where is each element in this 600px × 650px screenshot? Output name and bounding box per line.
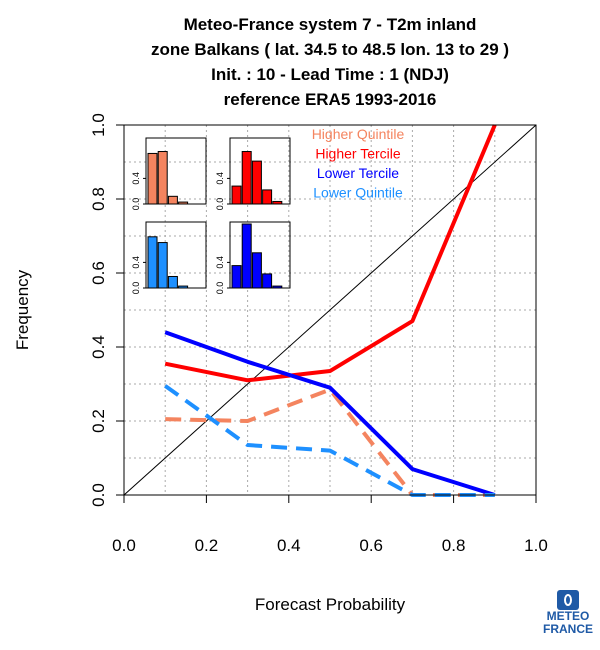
title-line-2: zone Balkans ( lat. 34.5 to 48.5 lon. 13… xyxy=(151,40,509,59)
histogram-bar xyxy=(241,151,252,205)
histogram-tick-label: 0.4 xyxy=(131,172,141,185)
meteo-france-logo-icon xyxy=(557,590,579,610)
x-tick-label: 0.2 xyxy=(195,536,219,555)
legend: Higher Quintile Higher Tercile Lower Terci… xyxy=(312,126,405,201)
histogram-bar xyxy=(262,273,273,289)
plot-frame xyxy=(123,124,537,496)
x-tick-label: 0.6 xyxy=(359,536,383,555)
histogram-bar xyxy=(231,265,242,289)
title-line-1: Meteo-France system 7 - T2m inland xyxy=(184,15,477,34)
x-axis-title: Forecast Probability xyxy=(255,595,406,614)
histogram-tick-label: 0.4 xyxy=(131,256,141,269)
x-tick-label: 0.4 xyxy=(277,536,301,555)
histogram-bar xyxy=(157,242,168,289)
histogram-tick-label: 0.0 xyxy=(131,198,141,211)
y-tick-label: 0.4 xyxy=(89,335,108,359)
histogram-bar xyxy=(167,195,178,205)
y-tick-label: 0.8 xyxy=(89,187,108,211)
title-line-3: Init. : 10 - Lead Time : 1 (NDJ) xyxy=(211,65,449,84)
y-tick-label: 0.0 xyxy=(89,483,108,507)
histogram-bar xyxy=(147,236,158,289)
histogram-panel: 0.0 0.4 xyxy=(215,137,291,211)
histogram-tick-label: 0.0 xyxy=(215,282,225,295)
y-tick-label: 0.2 xyxy=(89,409,108,433)
legend-entry: Higher Tercile xyxy=(315,146,401,162)
histogram-bar xyxy=(262,189,273,205)
axes: 0.0 0.2 0.4 0.6 0.8 1.0 0.0 0.2 0.4 0.6 0.8 1.0 xyxy=(89,113,548,555)
x-tick-label: 1.0 xyxy=(524,536,548,555)
series-line-higher-tercile xyxy=(164,124,497,383)
logo-line-1: METEO xyxy=(546,609,590,623)
histogram-tick-label: 0.0 xyxy=(131,282,141,295)
histogram-frame xyxy=(229,221,291,289)
legend-entry: Lower Tercile xyxy=(317,165,399,181)
meteo-france-logo: METEO FRANCE xyxy=(540,590,596,636)
histogram-insets: 0.0 0.4 0.0 0.4 0.0 0.4 0.0 0.4 xyxy=(131,137,291,295)
title-line-4: reference ERA5 1993-2016 xyxy=(224,90,437,109)
histogram-bar xyxy=(241,223,252,289)
histogram-tick-label: 0.0 xyxy=(215,198,225,211)
histogram-bar xyxy=(251,252,262,289)
histogram-bar xyxy=(231,185,242,205)
series-line-lower-tercile xyxy=(164,330,496,497)
x-tick-label: 0.0 xyxy=(112,536,136,555)
y-tick-label: 1.0 xyxy=(89,113,108,137)
histogram-panel: 0.0 0.4 xyxy=(131,137,207,211)
histogram-bar xyxy=(147,152,158,205)
legend-entry: Lower Quintile xyxy=(313,185,403,201)
histogram-bar xyxy=(251,160,262,205)
histogram-panel: 0.0 0.4 xyxy=(131,221,207,295)
legend-entry: Higher Quintile xyxy=(312,126,405,142)
chart-title: Meteo-France system 7 - T2m inland zone … xyxy=(151,15,509,109)
histogram-frame xyxy=(229,137,291,205)
histogram-bar xyxy=(167,275,178,289)
histogram-tick-label: 0.4 xyxy=(215,172,225,185)
logo-line-2: FRANCE xyxy=(543,622,593,636)
histogram-frame xyxy=(145,221,207,289)
histogram-tick-label: 0.4 xyxy=(215,256,225,269)
y-tick-label: 0.6 xyxy=(89,261,108,285)
histogram-bar xyxy=(157,151,168,205)
x-tick-label: 0.8 xyxy=(442,536,466,555)
y-axis-title: Frequency xyxy=(13,269,32,350)
histogram-panel: 0.0 0.4 xyxy=(215,221,291,295)
histogram-frame xyxy=(145,137,207,205)
